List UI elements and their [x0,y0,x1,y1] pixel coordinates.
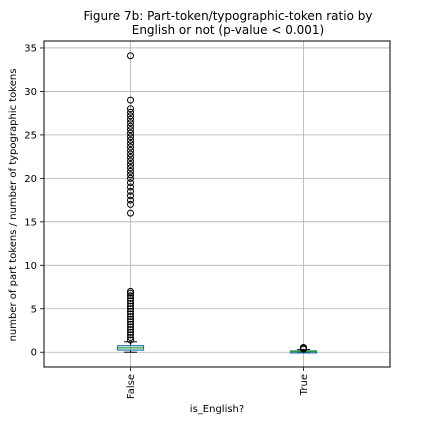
outlier-point [127,209,134,217]
outlier-point [127,126,134,134]
outlier-point [127,164,134,172]
outlier-point [127,307,134,315]
x-axis-ticks: False True [126,367,310,399]
outlier-point [127,192,134,200]
y-tick-label: 25 [24,130,37,141]
outlier-point [127,112,134,120]
box-true [289,343,318,354]
x-tick-label: False [126,374,137,399]
outlier-point [127,105,134,113]
outlier-point [300,343,307,351]
outlier-point [127,143,134,151]
outlier-point [127,140,134,148]
y-tick-label: 20 [24,174,37,185]
outlier-point [127,122,134,130]
outlier-point [127,331,134,339]
y-axis-label: number of part tokens / number of typogr… [8,69,19,342]
outlier-point [127,171,134,179]
y-tick-label: 15 [24,217,37,228]
outlier-point [127,310,134,318]
y-tick-label: 0 [31,348,37,359]
outlier-point [127,315,134,323]
outlier-point [127,174,134,182]
outlier-point [127,292,134,300]
outlier-point [127,302,134,310]
x-tick-label: True [299,374,310,396]
outlier-point [127,300,134,308]
outlier-point [127,320,134,328]
outlier-point [127,136,134,144]
outlier-point [127,326,134,334]
outlier-point [127,200,134,208]
grid-lines [44,41,390,367]
outlier-point [127,153,134,161]
outlier-point [127,167,134,175]
outlier-point [127,196,134,204]
outlier-point [127,336,134,344]
y-tick-label: 35 [24,43,37,54]
outlier-point [127,328,134,336]
y-tick-label: 10 [24,261,37,272]
outlier-point [127,305,134,313]
box-false [116,52,145,353]
plot-area-frame [43,40,391,368]
outlier-point [127,289,134,297]
y-tick-label: 30 [24,87,37,98]
outlier-point [127,160,134,168]
outlier-point [127,52,134,60]
y-tick-label: 5 [31,304,37,315]
outlier-point [127,179,134,187]
box-series [116,52,318,354]
outlier-point [127,297,134,305]
outlier-point [127,313,134,321]
outlier-point [127,119,134,127]
chart-title-line-1: Figure 7b: Part-token/typographic-token … [84,9,373,23]
y-axis-ticks: 0 5 10 15 20 25 30 35 [24,43,44,359]
outlier-point [127,115,134,123]
outlier-point [127,96,134,104]
outlier-point [127,129,134,137]
outlier-point [127,147,134,155]
outlier-point [127,150,134,158]
outlier-point [127,323,134,331]
x-axis-label: is_English? [190,404,244,415]
outlier-point [127,133,134,141]
outlier-point [127,333,134,341]
outlier-point [127,318,134,326]
chart-title-line-2: English or not (p-value < 0.001) [132,23,325,37]
outlier-point [127,108,134,116]
outlier-point [127,157,134,165]
outlier-point [127,187,134,195]
outlier-point [127,183,134,191]
outlier-point [127,294,134,302]
